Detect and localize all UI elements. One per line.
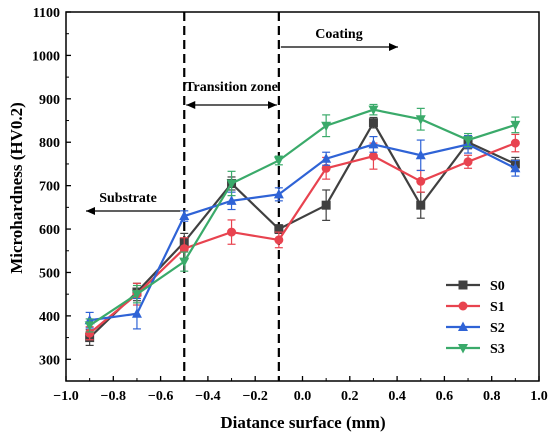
legend-label: S2: [490, 321, 505, 336]
transition-zone-label: Transition zone: [185, 80, 278, 95]
data-point: [463, 136, 474, 146]
y-tick-label: 300: [39, 353, 60, 368]
substrate-label: Substrate: [99, 191, 157, 206]
series-line: [89, 143, 516, 322]
data-point: [321, 153, 332, 163]
y-tick-label: 800: [39, 136, 60, 151]
legend-item-s1: S1: [446, 300, 505, 315]
data-point: [273, 188, 284, 199]
data-point: [321, 200, 331, 210]
x-tick-label: −0.8: [101, 389, 126, 404]
data-point: [368, 118, 378, 128]
data-point: [321, 121, 332, 132]
legend-marker: [458, 301, 468, 311]
data-point: [415, 115, 426, 125]
series-s2: [84, 135, 521, 330]
data-point: [463, 157, 473, 167]
y-tick-label: 1000: [32, 49, 60, 64]
series-s3: [84, 103, 521, 333]
data-point: [274, 235, 284, 245]
data-point: [368, 151, 378, 161]
y-tick-label: 400: [39, 310, 60, 325]
x-tick-label: 0.0: [294, 389, 312, 404]
data-point: [368, 138, 379, 149]
legend-label: S3: [490, 342, 505, 357]
legend-label: S1: [490, 300, 505, 315]
data-point: [273, 156, 284, 166]
x-tick-label: −1.0: [53, 389, 78, 404]
y-tick-label: 700: [39, 180, 60, 195]
data-point: [179, 244, 189, 254]
data-point: [274, 224, 284, 234]
y-tick-label: 900: [39, 93, 60, 108]
y-tick-label: 600: [39, 223, 60, 238]
series-s0: [85, 116, 520, 347]
x-tick-label: −0.4: [195, 389, 220, 404]
legend-item-s2: S2: [446, 321, 505, 336]
data-point: [131, 290, 142, 300]
series-s1: [85, 133, 520, 341]
x-tick-label: −0.6: [148, 389, 173, 404]
data-point: [85, 328, 95, 338]
series-line: [88, 142, 516, 335]
y-axis-label: Microhardness (HV0.2): [7, 102, 26, 274]
x-axis-label: Diatance surface (mm): [220, 413, 385, 432]
data-point: [179, 257, 190, 268]
data-point: [227, 227, 237, 237]
data-point: [415, 149, 426, 160]
data-point: [510, 120, 521, 131]
x-tick-label: 0.8: [483, 389, 501, 404]
data-point: [510, 162, 521, 173]
x-tick-label: −0.2: [242, 389, 267, 404]
data-point: [321, 163, 331, 173]
x-tick-label: 0.2: [341, 389, 359, 404]
data-point: [226, 195, 237, 205]
legend-marker: [458, 344, 468, 354]
data-point: [179, 210, 190, 221]
y-tick-label: 500: [39, 266, 60, 281]
x-tick-label: 0.4: [388, 389, 406, 404]
x-tick-label: 1.0: [530, 389, 548, 404]
series-line: [89, 108, 516, 327]
legend-item-s0: S0: [446, 279, 505, 294]
coating-label: Coating: [315, 27, 362, 42]
legend-marker: [458, 321, 468, 331]
data-point: [510, 138, 520, 148]
legend-label: S0: [490, 279, 505, 294]
data-point: [368, 105, 379, 116]
legend-item-s3: S3: [446, 342, 505, 357]
legend-marker: [458, 280, 468, 290]
data-point: [416, 176, 426, 186]
data-point: [84, 321, 95, 331]
y-tick-label: 1100: [33, 6, 60, 21]
data-point: [131, 308, 142, 318]
data-point: [416, 200, 426, 210]
data-point: [226, 179, 237, 189]
x-tick-label: 0.6: [436, 389, 454, 404]
